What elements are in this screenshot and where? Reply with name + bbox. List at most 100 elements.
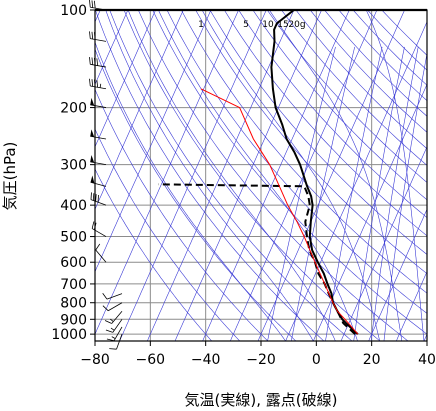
wind-barb-full <box>102 305 109 312</box>
y-axis-title: 気圧(hPa) <box>1 142 19 211</box>
dry-adiabat-line <box>109 10 353 341</box>
moist-adiabat-line <box>365 10 425 341</box>
wind-barb-full <box>91 57 94 65</box>
wind-barb <box>89 0 107 11</box>
x-axis-title: 気温(実線), 露点(破線) <box>185 391 338 409</box>
wind-barb-full <box>95 194 97 202</box>
wind-barb-full <box>96 80 99 88</box>
wind-barb-half <box>110 327 115 331</box>
wind-barb-full <box>90 192 92 200</box>
wind-barb-pennant <box>90 97 95 106</box>
mixing-ratio-line <box>267 46 336 341</box>
y-tick-label: 1000 <box>51 327 87 343</box>
dry-adiabat-line <box>352 10 427 86</box>
wind-barb-full <box>89 31 91 39</box>
moist-adiabat-line <box>201 10 380 341</box>
dry-adiabat-line <box>209 10 427 255</box>
wind-barb-full <box>91 79 94 87</box>
mixing-ratio-labels: 1 5 10 15 20g <box>198 20 305 30</box>
wind-barb-full <box>91 221 95 229</box>
wind-barb-full <box>89 57 91 65</box>
dry-adiabat-line <box>95 128 240 341</box>
wind-barb-staff <box>106 293 123 300</box>
wind-barb-staff <box>107 302 123 312</box>
y-tick-label: 100 <box>60 3 87 19</box>
x-tick-label: −60 <box>136 352 166 368</box>
wind-barb-staff <box>90 85 107 90</box>
wind-barb <box>90 192 107 206</box>
wind-barb-staff <box>95 249 107 263</box>
dry-adiabat-line <box>123 10 381 341</box>
wind-barbs <box>89 0 123 350</box>
isotherm-line <box>340 146 427 341</box>
mixing-ratio-line <box>325 46 383 341</box>
isotherm-line <box>95 10 184 211</box>
dry-adiabat-line <box>309 10 427 133</box>
wind-barb-half <box>111 336 116 339</box>
dry-adiabat-line <box>281 10 427 166</box>
wind-barb <box>90 97 107 108</box>
wind-barb <box>90 154 107 166</box>
wind-barb-pennant <box>90 175 95 184</box>
thermodynamic-lines <box>95 10 427 341</box>
wind-barb-full <box>109 348 117 350</box>
wind-barb-staff <box>90 135 107 140</box>
wind-barb-half <box>110 318 114 322</box>
dry-adiabat-line <box>238 10 427 219</box>
wind-barb <box>89 78 107 90</box>
wind-barb-full <box>96 58 99 66</box>
wind-barb <box>109 333 123 350</box>
mixing-ratio-line <box>370 46 419 341</box>
pressure-temperature-grid <box>94 9 428 341</box>
y-tick-label: 600 <box>60 255 87 271</box>
wind-barb-full <box>92 193 95 201</box>
wind-barb-staff <box>90 38 107 42</box>
wind-barb <box>102 302 123 312</box>
temperature-profile-line <box>270 10 359 335</box>
x-tick-label: −40 <box>191 352 221 368</box>
isotherm-line <box>95 10 239 335</box>
dry-adiabat-line <box>152 10 427 335</box>
dry-adiabat-line <box>266 10 427 183</box>
wind-barb-staff <box>90 63 107 68</box>
wind-barb-staff <box>90 181 107 187</box>
parcel-profile-line <box>200 88 359 335</box>
isotherm-line <box>230 10 378 341</box>
wind-barb-full <box>105 329 113 333</box>
mixing-ratio-label: 15 <box>277 20 288 30</box>
wind-barb-full <box>91 0 94 8</box>
wind-barb-pennant <box>90 154 95 163</box>
wind-barb <box>90 175 107 187</box>
dry-adiabat-line <box>224 10 427 237</box>
wind-barb <box>95 243 107 263</box>
wind-barb-pennant <box>90 129 95 137</box>
x-tick-label: 0 <box>312 352 321 368</box>
mixing-ratio-label: 5 <box>243 20 249 30</box>
y-tick-label: 800 <box>60 296 87 312</box>
mixing-ratio-line <box>291 46 355 341</box>
isotherm-line <box>174 10 322 341</box>
y-tick-label: 500 <box>60 230 87 246</box>
wind-barb <box>90 129 107 140</box>
mixing-ratio-line <box>383 51 427 341</box>
y-tick-label: 300 <box>60 158 87 174</box>
moist-adiabat-line <box>158 10 358 341</box>
isotherm-line <box>95 10 156 148</box>
isotherm-line <box>95 10 212 273</box>
isotherm-line <box>313 83 427 341</box>
dry-adiabat-line <box>181 10 427 294</box>
y-tick-label: 200 <box>60 101 87 117</box>
y-tick-label: 700 <box>60 277 87 293</box>
sounding-profiles <box>158 10 359 335</box>
mixing-ratio-line <box>353 46 405 341</box>
mixing-ratio-label: 20g <box>288 20 305 30</box>
wind-barb-half <box>99 83 102 88</box>
wind-barb <box>105 319 123 333</box>
wind-barb-staff <box>90 161 107 166</box>
moist-adiabat-line <box>127 10 336 341</box>
wind-barb-full <box>94 0 96 9</box>
wind-barb-staff <box>90 199 107 206</box>
x-tick-label: 20 <box>363 352 381 368</box>
y-tick-label: 900 <box>60 312 87 328</box>
